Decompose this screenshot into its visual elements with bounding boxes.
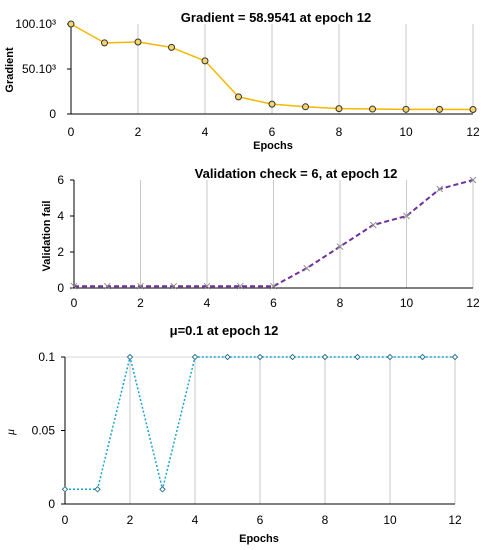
validation-data-point: [70, 282, 78, 290]
gradient-data-point: [402, 105, 410, 113]
mu-y-tick-label: 0.1: [38, 350, 55, 364]
gradient-x-tick-label: 6: [269, 125, 276, 139]
mu-x-tick-label: 8: [322, 513, 329, 527]
gradient-y-axis-label: Gradient: [4, 47, 16, 93]
validation-x-tick-label: 4: [204, 296, 211, 310]
mu-x-tick-label: 0: [62, 513, 69, 527]
validation-x-tick-label: 8: [337, 296, 344, 310]
validation-x-tick-label: 6: [270, 296, 277, 310]
mu-x-tick-label: 6: [257, 513, 264, 527]
validation-data-point: [137, 282, 144, 290]
validation-x-tick-label: 12: [466, 296, 480, 310]
gradient-series: [67, 20, 477, 113]
mu-data-point: [256, 353, 264, 361]
mu-x-tick-label: 4: [192, 513, 199, 527]
validation-data-point: [436, 185, 444, 193]
mu-grid: [65, 356, 456, 504]
mu-data-point: [224, 353, 231, 361]
mu-tick-labels: 0 2 4 6 8 10 12 0 0.05 0.1: [32, 350, 462, 527]
gradient-y-tick-label: 100.10³: [15, 17, 56, 31]
mu-y-axis-label: μ: [3, 429, 17, 436]
validation-data-point: [369, 221, 377, 229]
mu-data-point: [354, 353, 361, 361]
gradient-y-tick-label: 0: [49, 107, 56, 121]
gradient-data-point: [134, 38, 142, 46]
validation-chart: Validation check = 6, at epoch 12 0 2 4 6 8 1…: [41, 166, 480, 310]
mu-data-point: [321, 353, 329, 361]
gradient-data-point: [201, 57, 209, 65]
validation-chart-title: Validation check = 6, at epoch 12: [195, 166, 398, 181]
mu-chart-title: μ=0.1 at epoch 12: [170, 323, 279, 338]
validation-y-tick-label: 0: [57, 281, 64, 295]
mu-data-point: [451, 353, 459, 361]
validation-data-point: [203, 282, 211, 290]
mu-data-point: [386, 353, 394, 361]
mu-y-tick-label: 0.05: [32, 424, 56, 438]
gradient-data-point: [268, 100, 276, 108]
validation-data-point: [336, 243, 344, 250]
validation-data-point: [236, 282, 244, 290]
gradient-tick-labels: 0 2 4 6 8 10 12 0 50.10³ 100.10³: [15, 17, 480, 139]
gradient-chart: Gradient = 58.9541 at epoch 12 0 2 4 6 8 10 12…: [4, 10, 480, 152]
gradient-data-point: [235, 93, 242, 101]
validation-y-axis-label: Validation fail: [41, 201, 53, 272]
gradient-data-point: [101, 39, 108, 47]
gradient-data-point: [168, 43, 175, 51]
gradient-data-point: [436, 105, 443, 113]
gradient-x-tick-label: 10: [399, 125, 413, 139]
validation-data-point: [103, 282, 111, 290]
validation-data-point: [303, 264, 311, 272]
validation-data-point: [469, 176, 477, 184]
mu-x-axis-label: Epochs: [239, 533, 279, 545]
validation-x-tick-label: 0: [71, 296, 78, 310]
gradient-x-tick-label: 2: [135, 125, 142, 139]
mu-data-point: [191, 353, 199, 361]
validation-y-tick-label: 2: [57, 245, 64, 259]
validation-y-tick-label: 6: [57, 173, 64, 187]
mu-data-point: [419, 353, 426, 361]
gradient-x-tick-label: 4: [202, 125, 209, 139]
validation-grid: [140, 180, 474, 288]
gradient-data-point: [302, 103, 309, 111]
mu-data-point: [94, 486, 101, 493]
mu-data-point: [61, 486, 69, 493]
mu-y-tick-label: 0: [48, 497, 55, 511]
gradient-x-axis-label: Epochs: [253, 140, 293, 152]
gradient-x-tick-label: 0: [68, 125, 75, 139]
validation-tick-labels: 0 2 4 6 8 10 12 0 2 4 6: [57, 173, 480, 310]
mu-x-tick-label: 12: [448, 513, 462, 527]
validation-x-tick-label: 2: [137, 296, 144, 310]
mu-axes: [61, 356, 455, 505]
gradient-chart-title: Gradient = 58.9541 at epoch 12: [181, 10, 371, 25]
gradient-y-tick-label: 50.10³: [22, 62, 56, 76]
validation-y-tick-label: 4: [57, 209, 64, 223]
validation-axes: [70, 179, 473, 289]
mu-chart: μ=0.1 at epoch 12 0 2 4 6 8 10 12 0 0.05 0.1 Epoc…: [3, 323, 462, 545]
mu-series: [61, 353, 459, 493]
gradient-data-point: [369, 105, 376, 113]
validation-data-point: [403, 212, 410, 220]
gradient-data-point: [469, 106, 477, 113]
mu-x-tick-label: 2: [127, 513, 134, 527]
gradient-data-point: [335, 105, 343, 113]
validation-data-point: [270, 282, 277, 290]
mu-data-point: [126, 353, 134, 361]
gradient-axes: [67, 23, 473, 115]
mu-data-point: [159, 486, 166, 493]
validation-data-point: [170, 282, 178, 290]
gradient-x-tick-label: 8: [336, 125, 343, 139]
gradient-data-point: [67, 20, 75, 28]
mu-x-tick-label: 10: [383, 513, 397, 527]
mu-data-point: [289, 353, 296, 361]
validation-series: [70, 176, 477, 290]
gradient-grid: [137, 24, 474, 114]
validation-x-tick-label: 10: [400, 296, 414, 310]
gradient-x-tick-label: 12: [466, 125, 480, 139]
